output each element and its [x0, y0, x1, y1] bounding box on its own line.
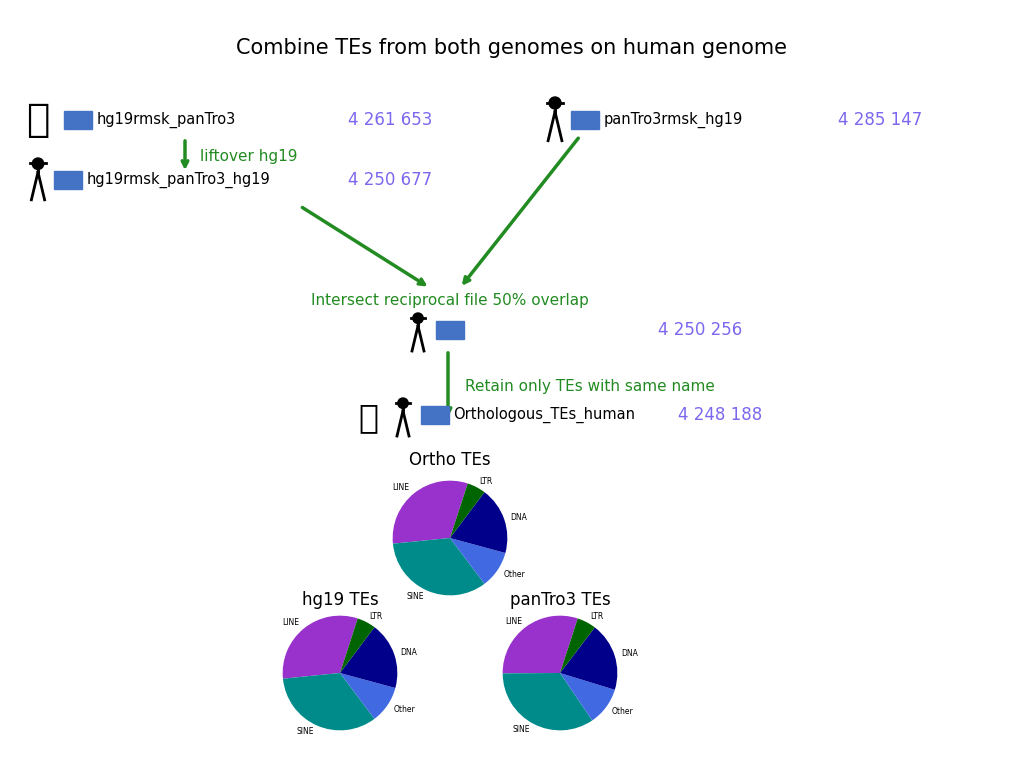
Text: 4 285 147: 4 285 147: [838, 111, 923, 129]
Text: 4 248 188: 4 248 188: [678, 406, 762, 424]
Text: DNA: DNA: [511, 513, 527, 521]
Bar: [421, 406, 449, 424]
Bar: [571, 111, 599, 129]
Text: LINE: LINE: [505, 617, 522, 626]
Wedge shape: [503, 673, 592, 730]
Text: hg19rmsk_panTro3_hg19: hg19rmsk_panTro3_hg19: [87, 172, 270, 188]
Wedge shape: [560, 673, 614, 720]
Wedge shape: [503, 616, 578, 674]
Text: SINE: SINE: [513, 726, 530, 734]
Text: hg19rmsk_panTro3: hg19rmsk_panTro3: [97, 112, 237, 128]
Text: LTR: LTR: [590, 611, 603, 621]
Wedge shape: [392, 481, 468, 544]
Text: panTro3 TEs: panTro3 TEs: [510, 591, 610, 609]
Text: Orthologous_TEs_human: Orthologous_TEs_human: [453, 407, 635, 423]
Wedge shape: [283, 616, 357, 679]
Circle shape: [33, 158, 44, 170]
Wedge shape: [340, 618, 375, 673]
Text: LTR: LTR: [479, 476, 493, 485]
Text: DNA: DNA: [400, 647, 418, 657]
Wedge shape: [283, 673, 375, 730]
Wedge shape: [560, 618, 595, 673]
Text: LINE: LINE: [393, 484, 410, 492]
Wedge shape: [450, 538, 506, 584]
Text: Other: Other: [503, 570, 525, 578]
Wedge shape: [340, 627, 397, 688]
Text: hg19 TEs: hg19 TEs: [302, 591, 379, 609]
Bar: [54, 171, 82, 189]
Text: panTro3rmsk_hg19: panTro3rmsk_hg19: [604, 112, 743, 128]
Text: 4 250 677: 4 250 677: [348, 171, 432, 189]
Text: Other: Other: [393, 704, 415, 713]
Bar: [436, 321, 464, 339]
Circle shape: [549, 97, 561, 109]
Text: Combine TEs from both genomes on human genome: Combine TEs from both genomes on human g…: [237, 38, 787, 58]
Text: LTR: LTR: [370, 611, 383, 621]
Text: DNA: DNA: [622, 649, 638, 658]
Text: 4 250 256: 4 250 256: [657, 321, 742, 339]
Text: LINE: LINE: [283, 618, 300, 627]
Bar: [63, 111, 92, 129]
Text: Ortho TEs: Ortho TEs: [410, 451, 490, 469]
Wedge shape: [340, 673, 395, 719]
Wedge shape: [450, 484, 484, 538]
Circle shape: [397, 398, 409, 409]
Text: SINE: SINE: [407, 592, 424, 601]
Text: liftover hg19: liftover hg19: [200, 148, 298, 164]
Text: 4 261 653: 4 261 653: [348, 111, 432, 129]
Wedge shape: [560, 627, 617, 690]
Wedge shape: [393, 538, 484, 595]
Text: SINE: SINE: [297, 727, 314, 737]
Text: Intersect reciprocal file 50% overlap: Intersect reciprocal file 50% overlap: [311, 293, 589, 307]
Text: 🦧: 🦧: [358, 402, 378, 435]
Text: Other: Other: [611, 707, 634, 716]
Text: 🦧: 🦧: [27, 101, 50, 139]
Text: Retain only TEs with same name: Retain only TEs with same name: [465, 379, 715, 393]
Circle shape: [413, 313, 423, 323]
Wedge shape: [450, 492, 507, 553]
